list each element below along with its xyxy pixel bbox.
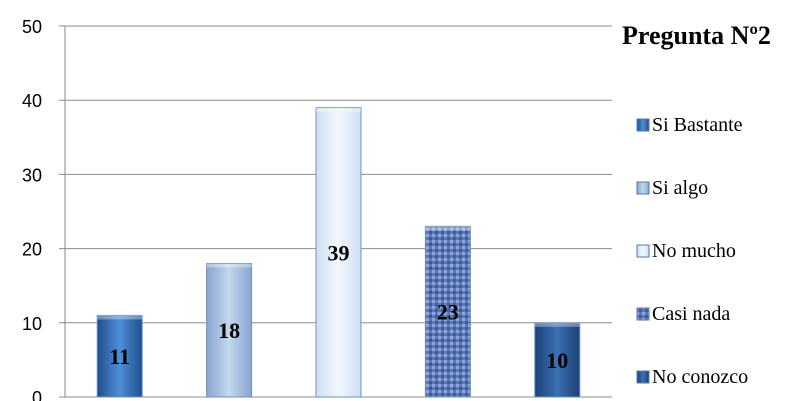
bar-top-highlight xyxy=(97,315,143,320)
data-labels: 11 18 39 23 10 xyxy=(109,240,568,373)
bar-top-highlight xyxy=(206,263,252,268)
bar xyxy=(96,314,143,398)
y-tick-label: 20 xyxy=(22,240,42,260)
legend-swatch xyxy=(636,244,650,258)
y-tick-label: 40 xyxy=(22,91,42,111)
bar-top-highlight xyxy=(534,322,580,327)
bar-top-highlight xyxy=(316,107,361,112)
chart-title: Pregunta Nº2 xyxy=(622,21,771,50)
bar xyxy=(206,262,253,398)
legend-label: Si Bastante xyxy=(652,114,743,136)
legend: Si Bastante Si algo No mucho Casi nada No co… xyxy=(636,114,748,388)
bar xyxy=(315,107,362,398)
bar-top-highlight xyxy=(425,226,471,231)
legend-label: Si algo xyxy=(652,177,708,199)
data-label: 11 xyxy=(109,344,130,369)
legend-label: No conozco xyxy=(652,366,748,388)
legend-label: No mucho xyxy=(652,240,736,262)
y-tick-label: 0 xyxy=(32,388,42,401)
data-label: 39 xyxy=(328,240,350,265)
legend-swatch xyxy=(636,370,650,384)
legend-label: Casi nada xyxy=(652,303,730,325)
legend-swatch xyxy=(636,307,650,321)
data-label: 10 xyxy=(546,348,568,373)
legend-swatch xyxy=(636,118,650,132)
y-tick-label: 30 xyxy=(22,165,42,185)
bar xyxy=(424,225,471,398)
y-axis: 0 10 20 30 40 50 xyxy=(22,17,42,401)
y-tick-label: 50 xyxy=(22,17,42,37)
y-tick-label: 10 xyxy=(22,314,42,334)
bar xyxy=(534,322,581,398)
legend-swatch xyxy=(636,181,650,195)
data-label: 18 xyxy=(218,318,240,343)
bars xyxy=(96,107,581,398)
data-label: 23 xyxy=(437,300,459,325)
